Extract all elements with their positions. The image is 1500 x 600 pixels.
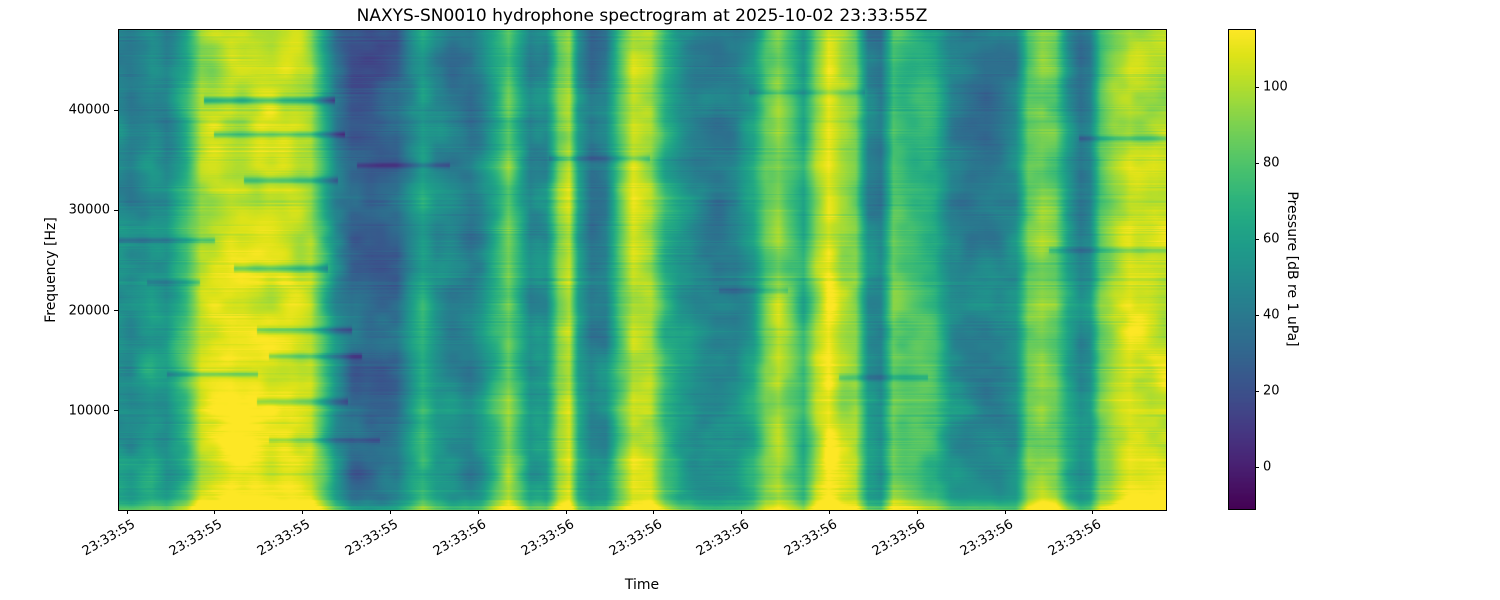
x-tick-mark [126,510,128,514]
y-tick-mark [114,209,118,211]
x-axis-label: Time [624,577,660,593]
x-tick-mark [916,510,918,514]
colorbar-tick-label: 0 [1263,459,1272,475]
x-tick-label: 23:33:56 [518,517,577,560]
x-tick-mark [1092,510,1094,514]
x-tick-label: 23:33:56 [1045,517,1104,560]
x-tick-label: 23:33:55 [255,517,314,560]
x-tick-mark [477,510,479,514]
colorbar-canvas [1229,30,1255,509]
x-tick-mark [829,510,831,514]
y-tick-mark [114,310,118,312]
colorbar-tick-mark [1255,238,1259,240]
x-tick-mark [214,510,216,514]
x-tick-label: 23:33:56 [957,517,1016,560]
chart-title: NAXYS-SN0010 hydrophone spectrogram at 2… [356,6,928,26]
y-tick-label: 20000 [68,303,110,319]
x-tick-label: 23:33:55 [79,517,138,560]
y-tick-label: 40000 [68,102,110,118]
x-tick-mark [389,510,391,514]
y-tick-label: 30000 [68,202,110,218]
x-tick-label: 23:33:56 [606,517,665,560]
x-tick-label: 23:33:56 [781,517,841,560]
y-axis-label: Frequency [Hz] [43,217,59,323]
y-tick-label: 10000 [68,403,110,419]
x-tick-mark [1004,510,1006,514]
colorbar-tick-label: 20 [1263,383,1280,399]
y-tick-mark [114,410,118,412]
x-tick-label: 23:33:56 [694,517,753,560]
colorbar-tick-mark [1255,314,1259,316]
colorbar-tick-label: 60 [1263,231,1280,247]
colorbar-tick-label: 80 [1263,155,1280,171]
spectrogram-plot-area [118,29,1167,511]
colorbar-tick-mark [1255,162,1259,164]
x-tick-label: 23:33:55 [342,517,401,560]
colorbar-tick-mark [1255,86,1259,88]
x-tick-mark [741,510,743,514]
x-tick-mark [653,510,655,514]
y-tick-mark [114,109,118,111]
colorbar-tick-label: 40 [1263,307,1280,323]
colorbar-label: Pressure [dB re 1 uPa] [1284,191,1300,347]
colorbar-tick-mark [1255,466,1259,468]
x-tick-label: 23:33:56 [869,517,928,560]
x-tick-mark [302,510,304,514]
colorbar-tick-label: 100 [1263,79,1288,95]
colorbar [1228,29,1256,510]
x-tick-label: 23:33:55 [167,517,226,560]
colorbar-tick-mark [1255,390,1259,392]
x-tick-label: 23:33:56 [430,517,489,560]
x-tick-mark [565,510,567,514]
spectrogram-canvas [119,30,1166,510]
